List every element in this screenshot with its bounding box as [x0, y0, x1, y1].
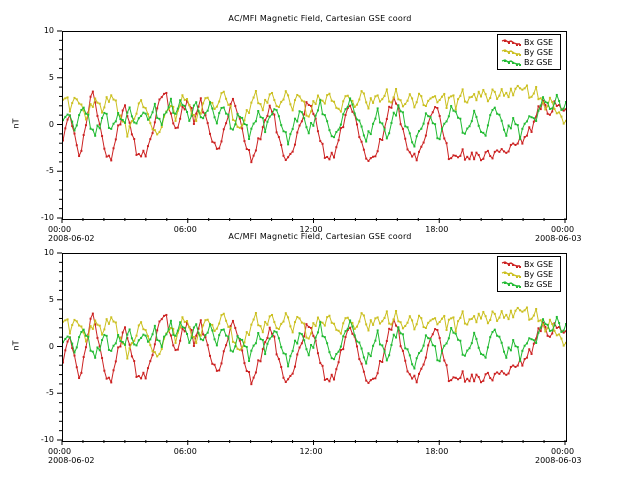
x-tick-label: 06:00 — [173, 447, 197, 456]
y-tick-label: -5 — [46, 166, 54, 176]
x-tick-label: 00:00 — [48, 447, 72, 456]
y-tick-label: 5 — [48, 294, 54, 304]
legend-entry[interactable]: By GSE — [501, 269, 556, 279]
legend-label: Bx GSE — [524, 37, 554, 47]
plot-area-top — [62, 31, 567, 220]
series-line-by-gse — [63, 85, 566, 138]
y-tick-label: 5 — [48, 72, 54, 82]
panel-title-top: AC/MFI Magnetic Field, Cartesian GSE coo… — [228, 14, 412, 23]
x-axis-date-end: 2008-06-03 — [535, 234, 582, 243]
legend-swatch-by — [501, 270, 521, 278]
x-tick-label: 12:00 — [299, 225, 323, 234]
legend-bottom: Bx GSE By GSE Bz GSE — [497, 256, 561, 292]
legend-entry[interactable]: Bz GSE — [501, 57, 556, 67]
series-canvas-top — [63, 84, 566, 164]
series-markers-bx-gse — [63, 312, 566, 386]
legend-swatch-bx — [501, 38, 521, 46]
legend-label: Bx GSE — [524, 259, 554, 269]
legend-entry[interactable]: Bx GSE — [501, 37, 556, 47]
x-tick-label: 00:00 — [551, 225, 575, 234]
x-tick-label: 12:00 — [299, 447, 323, 456]
legend-entry[interactable]: By GSE — [501, 47, 556, 57]
legend-label: By GSE — [524, 269, 554, 279]
legend-label: By GSE — [524, 47, 554, 57]
series-line-bz-gse — [63, 94, 566, 147]
series-markers-by-gse — [63, 306, 566, 360]
x-tick-label: 18:00 — [425, 225, 449, 234]
legend-swatch-bz — [501, 280, 521, 288]
series-line-by-gse — [63, 307, 566, 360]
legend-label: Bz GSE — [524, 279, 553, 289]
y-tick-label: 0 — [48, 341, 54, 351]
x-tick-label: 00:00 — [48, 225, 72, 234]
series-line-bx-gse — [63, 91, 566, 163]
x-tick-label: 06:00 — [173, 225, 197, 234]
legend-entry[interactable]: Bx GSE — [501, 259, 556, 269]
series-line-bz-gse — [63, 316, 566, 369]
legend-entry[interactable]: Bz GSE — [501, 279, 556, 289]
plot-panel-top: AC/MFI Magnetic Field, Cartesian GSE coo… — [12, 14, 582, 243]
y-tick-label: -5 — [46, 388, 54, 398]
series-markers-bz-gse — [63, 315, 566, 370]
legend-swatch-by — [501, 48, 521, 56]
legend-swatch-bx — [501, 260, 521, 268]
legend-top: Bx GSE By GSE Bz GSE — [497, 34, 561, 70]
series-markers-bz-gse — [63, 93, 566, 148]
x-tick-label: 18:00 — [425, 447, 449, 456]
x-tick-label: 00:00 — [551, 447, 575, 456]
y-tick-label: 10 — [43, 248, 54, 257]
legend-swatch-bz — [501, 58, 521, 66]
y-tick-label: -10 — [40, 213, 54, 222]
panel-title-bottom: AC/MFI Magnetic Field, Cartesian GSE coo… — [228, 232, 412, 241]
series-markers-by-gse — [63, 84, 566, 138]
x-axis-date-start: 2008-06-02 — [48, 456, 95, 465]
y-tick-label: -10 — [40, 435, 54, 444]
plot-panel-bottom: AC/MFI Magnetic Field, Cartesian GSE coo… — [0, 222, 640, 480]
x-axis-date-end: 2008-06-03 — [535, 456, 582, 465]
plot-area-bottom — [62, 253, 567, 442]
x-axis-date-start: 2008-06-02 — [48, 234, 95, 243]
series-markers-bx-gse — [63, 90, 566, 164]
series-line-bx-gse — [63, 313, 566, 385]
y-tick-label: 10 — [43, 26, 54, 35]
series-canvas-bottom — [63, 306, 566, 386]
y-tick-label: 0 — [48, 119, 54, 129]
legend-label: Bz GSE — [524, 57, 553, 67]
